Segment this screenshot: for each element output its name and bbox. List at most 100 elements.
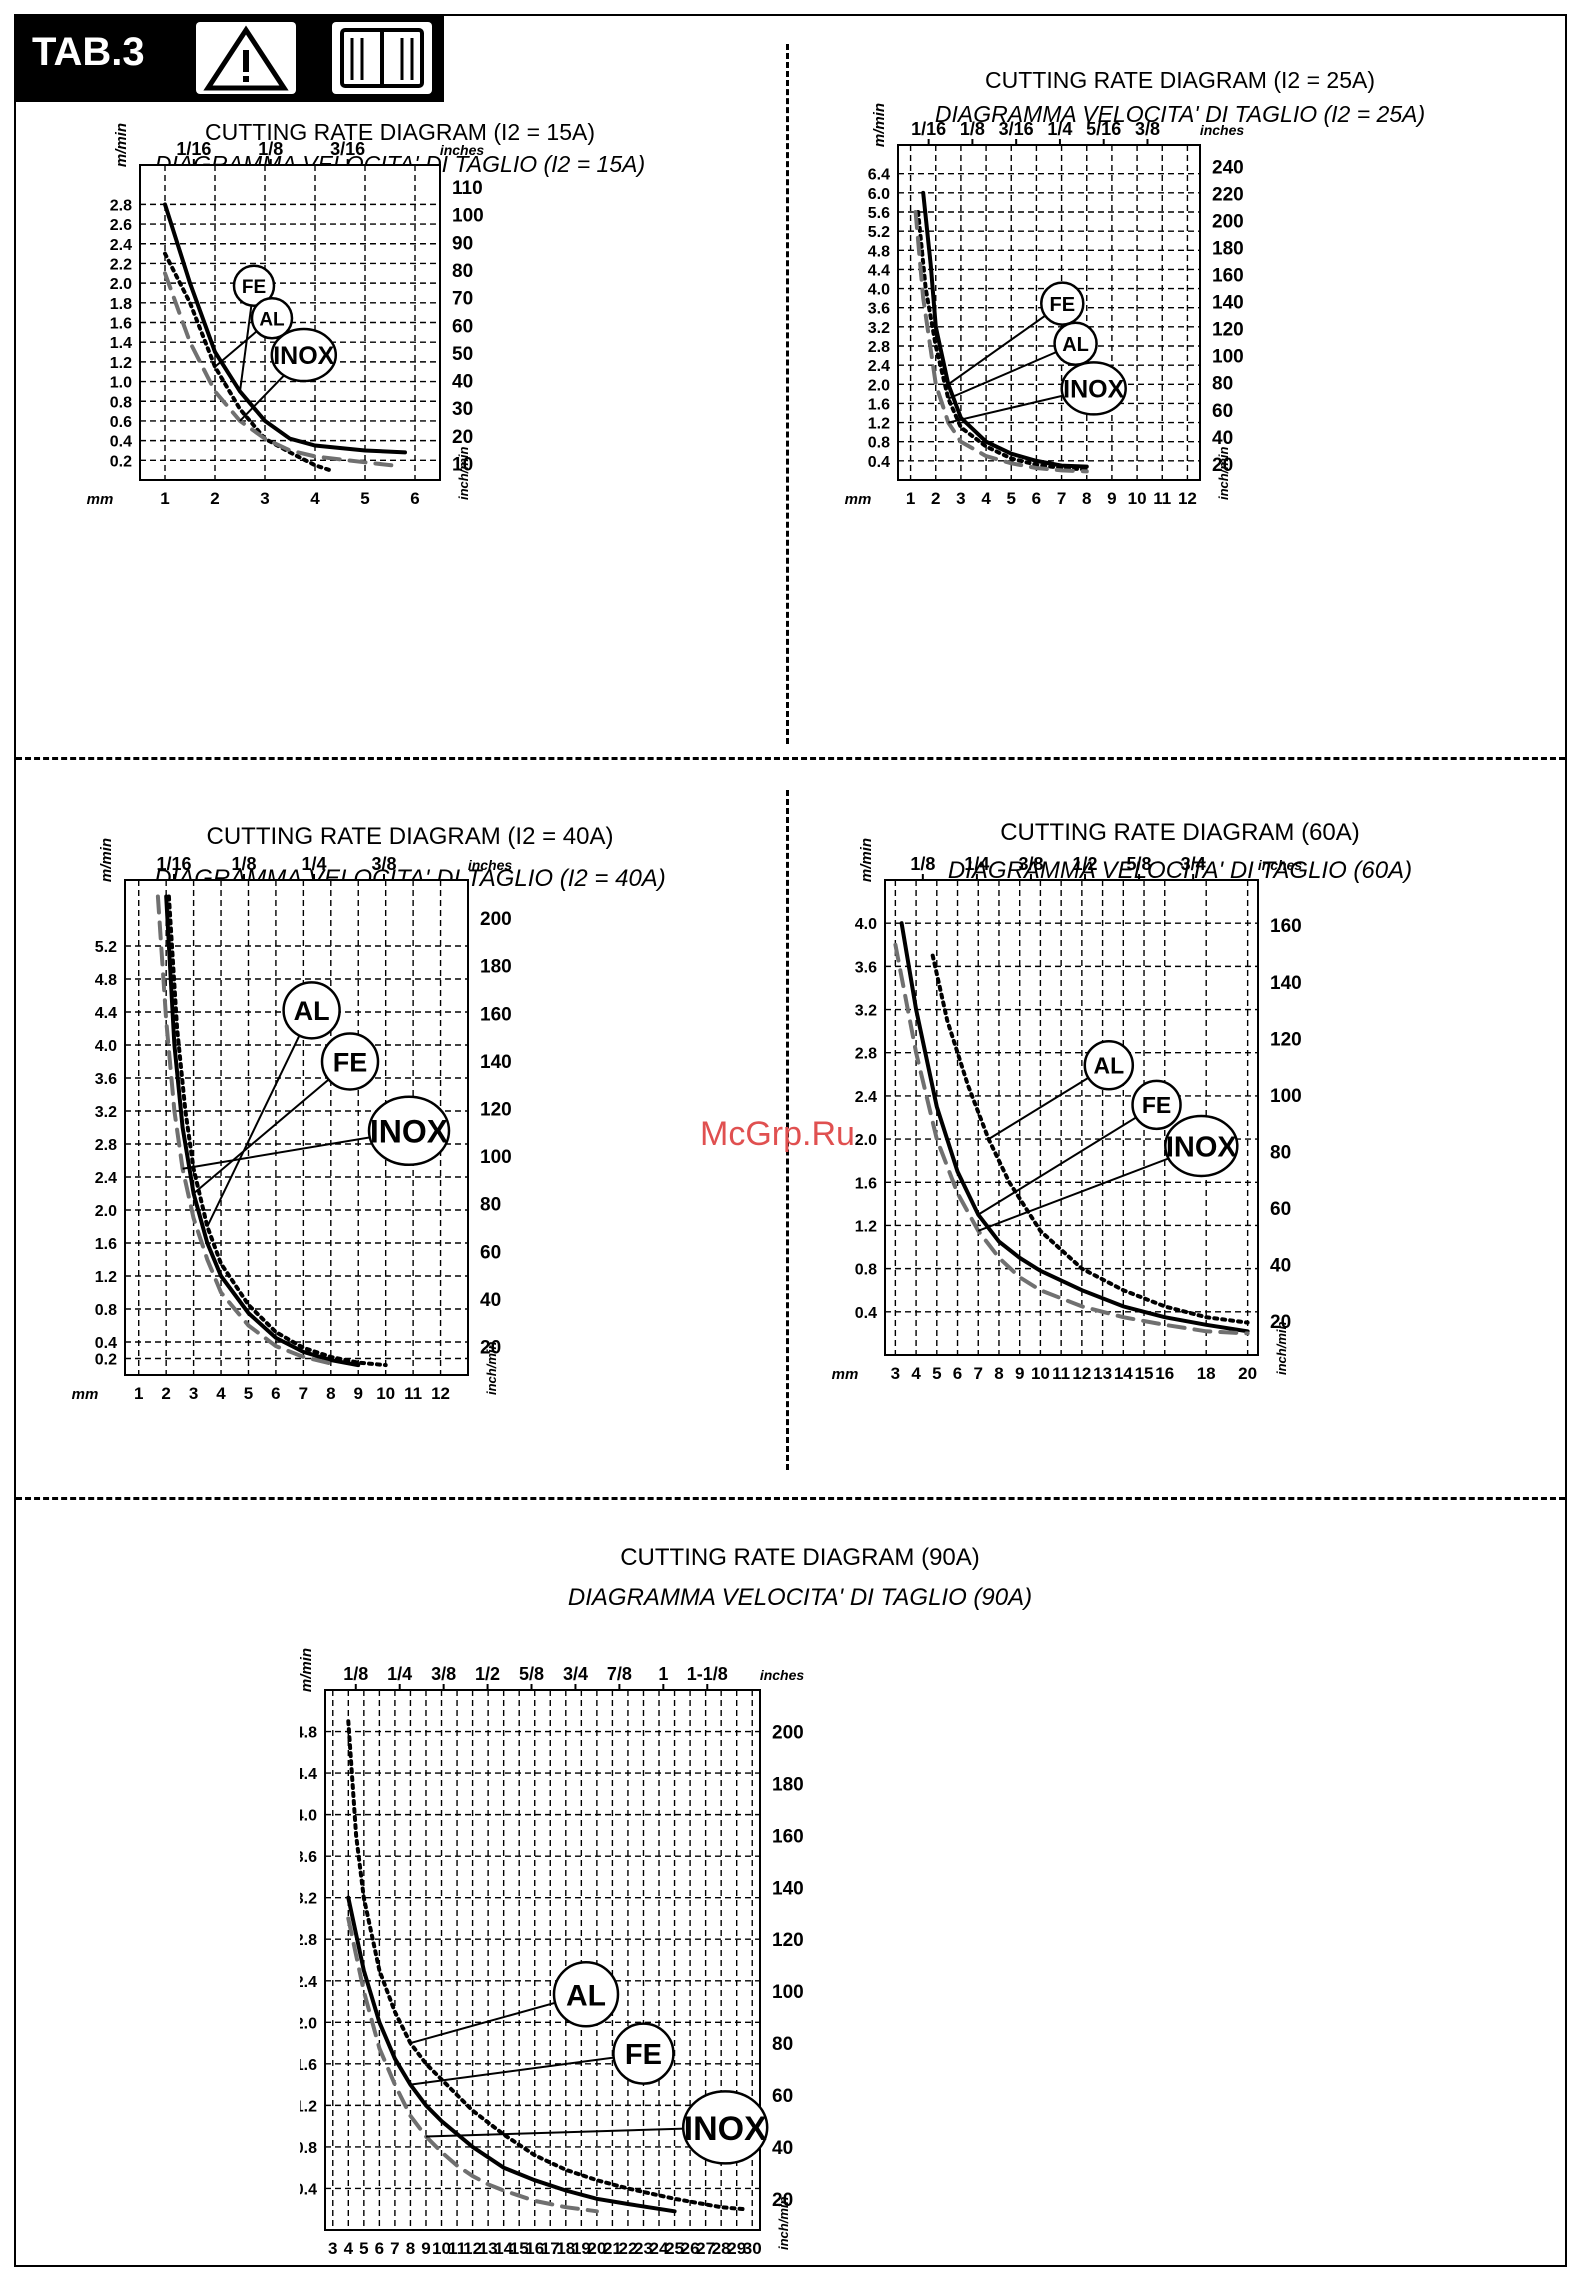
y2-tick-label: 80 bbox=[772, 2034, 793, 2055]
y2-tick-label: 160 bbox=[1270, 916, 1302, 937]
series-line-fe bbox=[164, 894, 361, 1368]
x2-tick-label: 1/4 bbox=[1047, 119, 1072, 139]
tab-label: TAB.3 bbox=[32, 30, 145, 74]
y2-tick-label: 140 bbox=[772, 1878, 804, 1899]
y-tick-label: 2.0 bbox=[868, 377, 890, 394]
series-label-fe: FE bbox=[1050, 294, 1076, 316]
chart-title: CUTTING RATE DIAGRAM (I2 = 40A) bbox=[207, 823, 614, 850]
x2-tick-label: 1/4 bbox=[387, 1664, 412, 1684]
y-tick-label: 1.0 bbox=[110, 375, 132, 392]
x2-axis-label: inches bbox=[1200, 122, 1245, 138]
x-tick-label: 25 bbox=[665, 2239, 684, 2258]
x-tick-label: 9 bbox=[354, 1384, 363, 1403]
y2-axis-label: inch/min bbox=[1216, 446, 1231, 500]
series-line-fe bbox=[899, 921, 1250, 1334]
x2-tick-label: 1-1/8 bbox=[687, 1664, 728, 1684]
series-label-fe: FE bbox=[1142, 1092, 1171, 1118]
y2-tick-label: 40 bbox=[480, 1290, 501, 1311]
chart-90a: CUTTING RATE DIAGRAM (90A) DIAGRAMMA VELO… bbox=[300, 1544, 1032, 2258]
x-tick-label: 9 bbox=[421, 2239, 430, 2258]
series-line-inox bbox=[893, 942, 1250, 1336]
chart-title: CUTTING RATE DIAGRAM (I2 = 15A) bbox=[205, 119, 595, 145]
x-tick-label: 6 bbox=[410, 489, 419, 508]
x-tick-label: 12 bbox=[463, 2239, 482, 2258]
x-tick-label: 21 bbox=[603, 2239, 622, 2258]
y-tick-label: 0.2 bbox=[95, 1352, 117, 1369]
y-tick-label: 2.4 bbox=[868, 358, 890, 375]
y2-tick-label: 160 bbox=[1212, 266, 1244, 287]
chart-title: CUTTING RATE DIAGRAM (60A) bbox=[1000, 819, 1360, 846]
x-tick-label: 28 bbox=[712, 2239, 731, 2258]
y-tick-label: 3.6 bbox=[868, 301, 890, 318]
x-tick-label: 14 bbox=[494, 2239, 513, 2258]
x-tick-label: 30 bbox=[743, 2239, 762, 2258]
y2-tick-label: 30 bbox=[452, 399, 473, 420]
y2-tick-label: 120 bbox=[772, 1930, 804, 1951]
y2-tick-label: 140 bbox=[480, 1052, 512, 1073]
x-axis-label: mm bbox=[72, 1386, 99, 1403]
leader-line-inox bbox=[425, 2126, 726, 2138]
y-tick-label: 2.8 bbox=[110, 197, 132, 214]
y2-tick-label: 20 bbox=[452, 427, 473, 448]
x2-tick-label: 1/16 bbox=[176, 139, 211, 159]
x-tick-label: 15 bbox=[1135, 1364, 1154, 1383]
x2-tick-label: 3/8 bbox=[1018, 854, 1043, 874]
y-tick-label: 1.2 bbox=[110, 355, 132, 372]
x-tick-label: 29 bbox=[727, 2239, 746, 2258]
leader-line-al bbox=[206, 1009, 313, 1227]
y2-tick-label: 60 bbox=[1212, 401, 1233, 422]
x-tick-label: 5 bbox=[359, 2239, 368, 2258]
x-tick-label: 3 bbox=[189, 1384, 198, 1403]
y-tick-label: 3.2 bbox=[868, 320, 890, 337]
y-tick-label: 0.4 bbox=[868, 454, 890, 471]
x-tick-label: 12 bbox=[1178, 489, 1197, 508]
separator-row-1 bbox=[16, 757, 1565, 760]
x-tick-label: 5 bbox=[360, 489, 369, 508]
y2-tick-label: 10 bbox=[452, 454, 473, 475]
y-tick-label: 2.4 bbox=[300, 1974, 317, 1991]
y-tick-label: 2.0 bbox=[300, 2015, 317, 2032]
y-tick-label: 0.4 bbox=[95, 1335, 117, 1352]
y-tick-label: 1.2 bbox=[868, 416, 890, 433]
y2-tick-label: 20 bbox=[1212, 455, 1233, 476]
chart-title: CUTTING RATE DIAGRAM (I2 = 25A) bbox=[985, 67, 1375, 93]
x2-axis-label: inches bbox=[440, 142, 485, 158]
y-tick-label: 0.4 bbox=[855, 1305, 877, 1322]
series-label-bubble-inox bbox=[1164, 1114, 1239, 1178]
x-tick-label: 2 bbox=[161, 1384, 170, 1403]
y-tick-label: 1.8 bbox=[110, 296, 132, 313]
x-tick-label: 1 bbox=[160, 489, 169, 508]
series-label-bubble-al bbox=[250, 297, 294, 340]
x-tick-label: 4 bbox=[344, 2239, 354, 2258]
series-label-bubble-inox bbox=[681, 2090, 769, 2165]
series-label-al: AL bbox=[1093, 1053, 1124, 1079]
series-line-inox bbox=[163, 271, 402, 469]
x-tick-label: 20 bbox=[1238, 1364, 1257, 1383]
y-tick-label: 1.6 bbox=[95, 1236, 117, 1253]
y2-tick-label: 220 bbox=[1212, 185, 1244, 206]
y-axis-label: m/min bbox=[858, 838, 875, 882]
x2-tick-label: 1/2 bbox=[1072, 854, 1097, 874]
y2-tick-label: 50 bbox=[452, 344, 473, 365]
series-label-al: AL bbox=[1062, 334, 1089, 356]
y-tick-label: 4.8 bbox=[95, 972, 117, 989]
x-tick-label: 3 bbox=[260, 489, 269, 508]
x-tick-label: 10 bbox=[376, 1384, 395, 1403]
y-axis-label: m/min bbox=[98, 838, 115, 882]
y2-tick-label: 80 bbox=[452, 261, 473, 282]
y-axis-label: m/min bbox=[300, 1648, 315, 1692]
series-label-inox: INOX bbox=[273, 342, 334, 370]
y-tick-label: 4.4 bbox=[95, 1005, 117, 1022]
x-tick-label: 13 bbox=[1093, 1364, 1112, 1383]
leader-line-fe bbox=[410, 2052, 644, 2086]
x-tick-label: 9 bbox=[1107, 489, 1116, 508]
x2-tick-label: 3/4 bbox=[1181, 854, 1206, 874]
x-axis-label: mm bbox=[845, 491, 872, 508]
x2-tick-label: 1/8 bbox=[231, 854, 256, 874]
x-tick-label: 4 bbox=[911, 1364, 921, 1383]
y2-tick-label: 40 bbox=[452, 372, 473, 393]
y-tick-label: 3.2 bbox=[95, 1104, 117, 1121]
x-tick-label: 6 bbox=[953, 1364, 962, 1383]
y2-tick-label: 160 bbox=[480, 1004, 512, 1025]
y-tick-label: 4.4 bbox=[868, 262, 890, 279]
